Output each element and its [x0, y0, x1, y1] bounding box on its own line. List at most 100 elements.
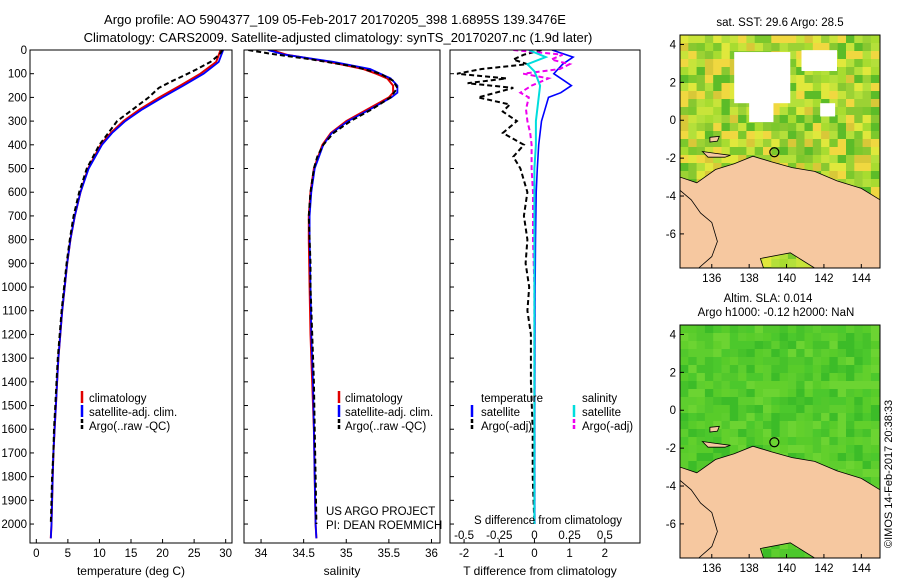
map-cell [704, 397, 714, 406]
map-cell [729, 43, 739, 52]
map-cell [846, 139, 855, 148]
map-cell [837, 445, 847, 454]
map-cell [821, 147, 830, 156]
map-cell [796, 59, 805, 68]
map-cell [680, 421, 689, 430]
map-cell [862, 437, 872, 446]
map-cell [846, 437, 855, 446]
map-cell [754, 389, 764, 398]
map-lat-tick-label: -6 [666, 519, 676, 531]
map-cell [821, 325, 830, 334]
map-cell [704, 429, 714, 438]
map-cell [779, 341, 789, 350]
map-cell [738, 139, 747, 148]
map-cell [688, 99, 697, 108]
map-cell [821, 67, 830, 76]
map-cell [870, 325, 880, 334]
map-cell [754, 413, 764, 422]
map-cell [846, 115, 855, 124]
map-cell [729, 389, 739, 398]
map-cell [879, 115, 880, 124]
map-cell [680, 99, 689, 108]
map-cell [713, 429, 722, 438]
map-cell [804, 99, 814, 108]
map-cell [779, 147, 789, 156]
map-cell [796, 445, 805, 454]
map-cell [704, 437, 714, 446]
map-cell [846, 67, 855, 76]
temperature-x-tick-label: 30 [219, 548, 232, 560]
map-cell [713, 43, 722, 52]
map-cell [696, 59, 706, 68]
map-cell [738, 325, 747, 334]
map-cell [854, 389, 863, 398]
map-cell [862, 171, 872, 180]
map-cell [821, 333, 830, 342]
map-cell [754, 381, 764, 390]
map-cell [846, 405, 855, 414]
map-cell [829, 365, 839, 374]
map-cell [837, 373, 847, 382]
map-cell [829, 461, 839, 470]
map-lon-tick-label: 144 [852, 273, 872, 285]
map-cell [829, 445, 839, 454]
map-cell [688, 115, 697, 124]
map-cell [862, 341, 872, 350]
map-cell [754, 341, 764, 350]
map-cell [680, 357, 689, 366]
map-cell [879, 357, 880, 366]
temperature-x-tick-label: 25 [188, 548, 201, 560]
map-cell [771, 259, 780, 268]
map-cell [729, 421, 739, 430]
map-cell [680, 453, 689, 462]
map-cell [696, 333, 706, 342]
map-cell [787, 389, 797, 398]
map-cell [688, 421, 697, 430]
map-cell [837, 67, 847, 76]
map-cell [738, 437, 747, 446]
map-cell [746, 325, 756, 334]
missing-data-patch [820, 103, 836, 117]
map-cell [879, 349, 880, 358]
map-cell [846, 35, 855, 44]
salinity-panel: 34 34.5 35 35.5 36 salinity climatology sate… [243, 49, 442, 578]
map-cell [787, 413, 797, 422]
map-cell [812, 413, 822, 422]
map-cell [721, 405, 731, 414]
map-cell [804, 325, 814, 334]
argo-position-marker [769, 147, 780, 158]
map-cell [854, 83, 863, 92]
map-cell [837, 357, 847, 366]
map-cell [779, 259, 789, 268]
map-cell [754, 333, 764, 342]
map-cell [804, 131, 814, 140]
map-cell [704, 373, 714, 382]
temperature-legend: climatology satellite-adj. clim. Argo(..… [80, 391, 177, 433]
difference-axes-frame [449, 49, 641, 544]
map-cell [812, 43, 822, 52]
map-cell [829, 397, 839, 406]
map-cell [862, 51, 872, 60]
map-cell [812, 139, 822, 148]
t-difference-x-tick-label: -1 [494, 548, 504, 560]
map-cell [763, 365, 772, 374]
map-cell [812, 397, 822, 406]
map-cell [696, 429, 706, 438]
map-cell [771, 437, 780, 446]
map-cell [729, 147, 739, 156]
map-cell [870, 397, 880, 406]
map-cell [862, 139, 872, 148]
map-cell [837, 397, 847, 406]
map-cell [821, 357, 830, 366]
map-cell [821, 155, 830, 164]
map-cell [754, 35, 764, 44]
map-cell [854, 123, 863, 132]
map-cell [829, 405, 839, 414]
map-cell [704, 163, 714, 172]
map-cell [721, 35, 731, 44]
map-cell [771, 99, 780, 108]
map-cell [704, 35, 714, 44]
map-cell [729, 123, 739, 132]
map-cell [696, 83, 706, 92]
map-lon-tick-label: 136 [702, 563, 721, 575]
